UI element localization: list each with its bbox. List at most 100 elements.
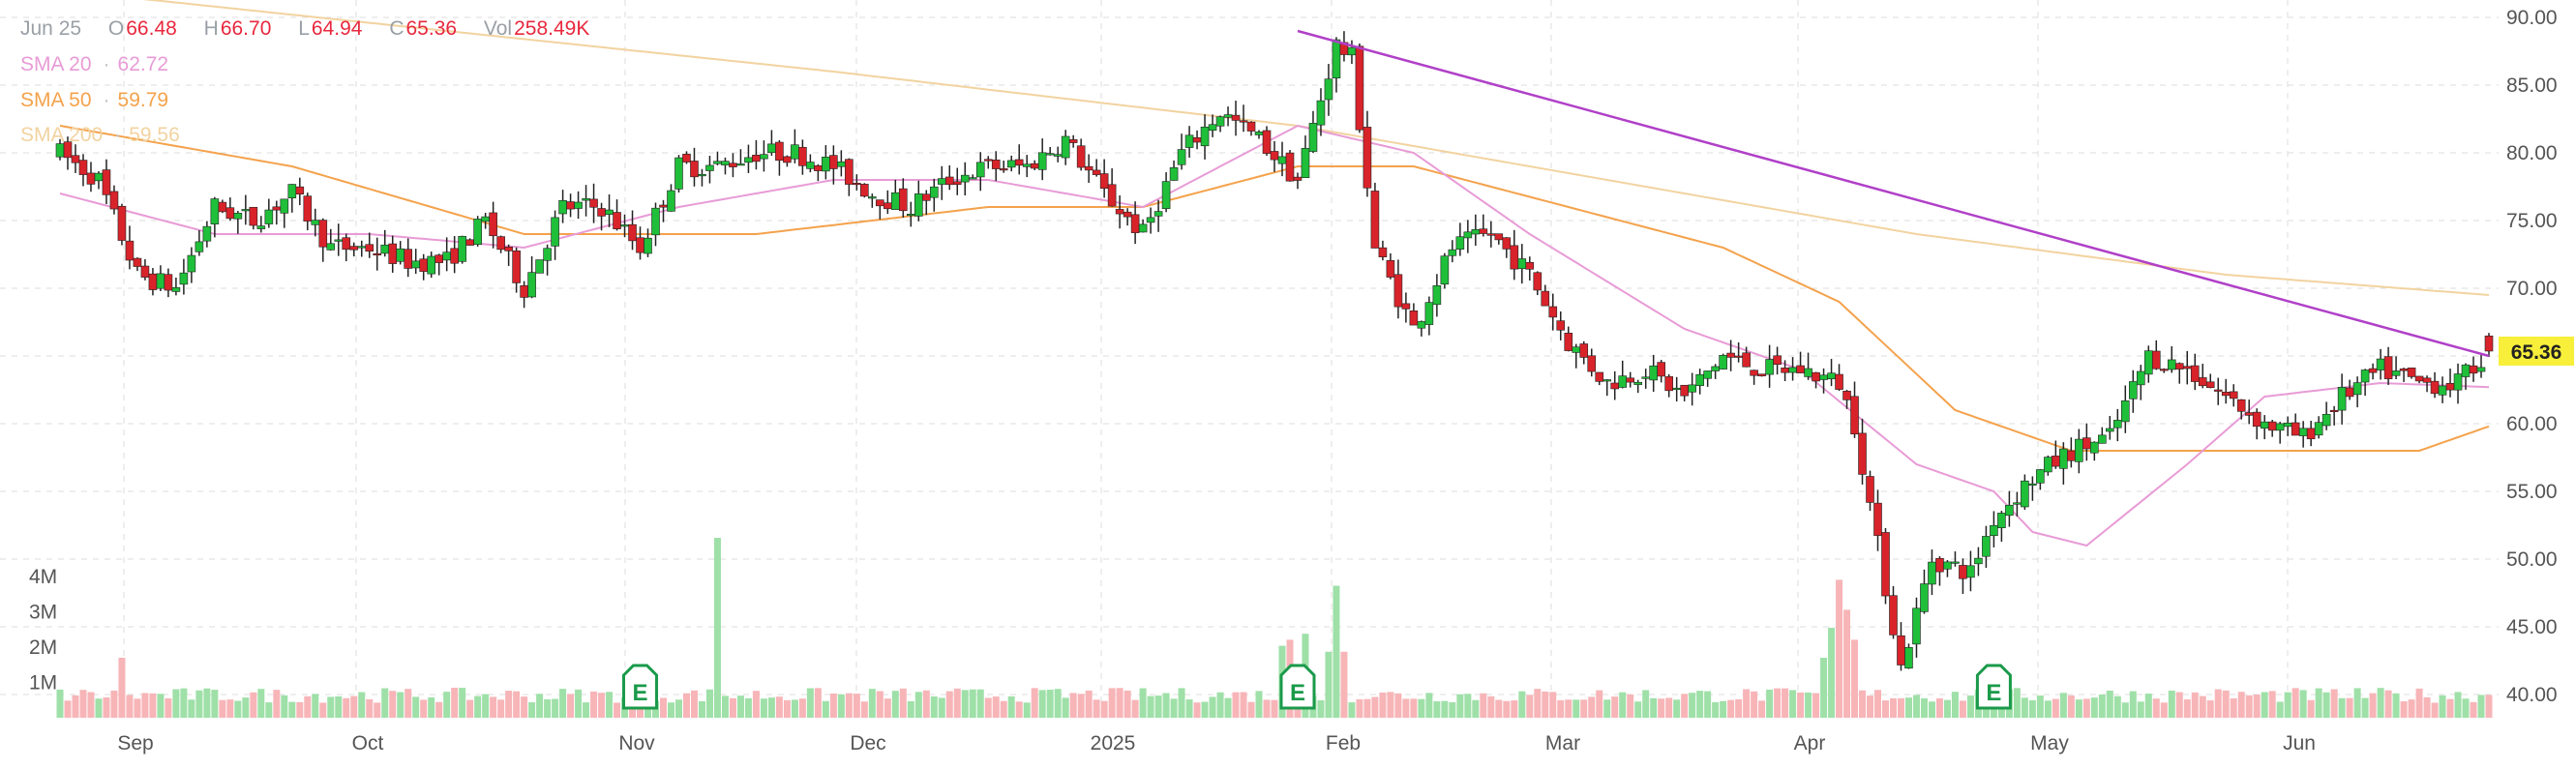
volume-bar [497,699,505,718]
volume-bar [953,688,961,718]
volume-bar [242,697,250,718]
candle-body [999,168,1008,171]
candle-body [1479,228,1488,234]
volume-bar [72,695,79,718]
candle-body [2013,502,2022,505]
candle-body [651,207,660,236]
volume-bar [590,691,598,718]
candle-body [2267,421,2277,431]
volume-bar [860,701,868,718]
volume-tick-label: 2M [29,636,57,659]
candle-body [2167,359,2176,370]
y-tick-label: 60.00 [2506,413,2558,435]
volume-bar [234,700,242,718]
volume-bar [1116,688,1123,718]
volume-bar [490,696,497,718]
volume-bar [1007,695,1015,718]
volume-bar [1402,698,1410,718]
candle-body [1587,355,1597,372]
candle-body [1045,153,1055,156]
volume-bar [2098,695,2106,718]
candle-body [1486,233,1496,236]
x-tick-label: Apr [1794,732,1826,754]
candle-body [853,183,861,186]
volume-bar [1897,697,1904,718]
volume-bar [2330,689,2338,718]
earnings-marker-badge [622,664,659,710]
volume-bar [2439,695,2446,718]
candle-body [1192,137,1202,143]
volume-bar [2431,702,2439,718]
candle-body [187,254,196,273]
candle-body [117,205,127,241]
volume-bar [1023,702,1031,718]
sma50-legend[interactable]: SMA 50 · 59.79 [20,89,172,112]
volume-bar [451,688,459,718]
volume-bar [1170,698,1178,718]
volume-bar [412,696,420,718]
volume-bar [922,690,930,718]
candle-body [968,177,977,180]
y-tick-label: 40.00 [2506,684,2558,706]
candle-body [760,154,768,160]
volume-bar [1828,628,1836,718]
volume-bar [1843,609,1851,718]
volume-bar [1889,697,1897,718]
candle-body [156,273,165,289]
candle-body [2021,480,2029,508]
candle-body [2329,409,2339,413]
candle-body [1819,374,1828,380]
volume-bar [674,699,682,718]
volume-bar [1456,694,1464,718]
candle-body [2067,450,2076,461]
trendline[interactable] [1297,29,2490,358]
volume-bar [2477,695,2485,718]
candle-body [233,213,243,220]
volume-axis: 1M 2M 3M 4M [29,566,57,695]
volume-bar [1735,698,1743,718]
volume-bar [598,693,606,718]
volume-bar [969,689,976,718]
candle-body [1084,165,1093,171]
candle-body [1897,635,1905,665]
candle-body [551,217,559,247]
earnings-marker-badge [1975,664,2012,710]
candle-body [133,257,142,267]
candle-body [705,164,714,171]
candle-body [1510,245,1519,270]
earnings-marker-label: E [633,680,648,706]
volume-bar [1943,699,1951,718]
volume-bar [389,691,397,718]
candle-body [2476,367,2486,372]
volume-bar [1240,692,1247,718]
volume-bar [1650,697,1658,718]
candle-body [2260,421,2269,429]
volume-bar [1255,691,1263,718]
candle-body [272,206,282,211]
volume-bar [729,697,736,718]
volume-bar [1371,696,1379,718]
volume-bar [1619,692,1627,718]
candle-body [2143,350,2153,375]
candle-body [2314,422,2323,436]
volume-bar [1712,701,1720,718]
volume-bar [1100,700,1108,718]
candle-body [674,157,683,190]
y-tick-label: 45.00 [2506,616,2558,638]
sma20-legend[interactable]: SMA 20 · 62.72 [20,53,172,76]
candle-body [1270,151,1279,161]
sma200-legend[interactable]: SMA 200 · 59.56 [20,124,184,147]
candle-body [1502,237,1512,250]
volume-bar [2462,698,2470,718]
volume-bar [1720,700,1727,718]
candle-body [1812,371,1820,382]
volume-tick-label: 3M [29,602,57,624]
volume-bar [1418,698,1425,718]
candle-body [952,181,962,186]
volume-bar [992,696,1000,718]
volume-bar [2384,690,2392,718]
volume-bar [2245,695,2253,718]
volume-bar [1665,697,1673,718]
